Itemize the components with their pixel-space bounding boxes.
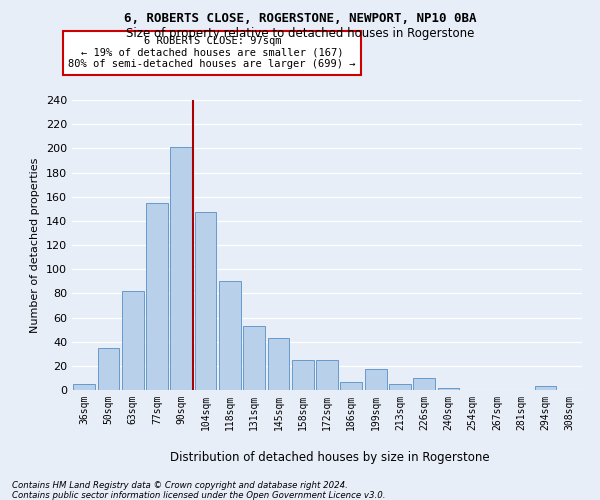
Bar (340, 382, 362, 390)
Text: 6, ROBERTS CLOSE, ROGERSTONE, NEWPORT, NP10 0BA: 6, ROBERTS CLOSE, ROGERSTONE, NEWPORT, N… (124, 12, 476, 26)
Text: 6 ROBERTS CLOSE: 97sqm
← 19% of detached houses are smaller (167)
80% of semi-de: 6 ROBERTS CLOSE: 97sqm ← 19% of detached… (68, 36, 356, 70)
Bar (268, 338, 289, 390)
Bar (146, 202, 168, 390)
Bar (194, 212, 217, 390)
Bar (170, 147, 192, 390)
Bar (122, 291, 143, 390)
Bar (243, 326, 265, 390)
Text: Contains public sector information licensed under the Open Government Licence v3: Contains public sector information licen… (12, 490, 386, 500)
Bar (73, 384, 95, 390)
Bar (365, 370, 386, 390)
Text: Size of property relative to detached houses in Rogerstone: Size of property relative to detached ho… (126, 28, 474, 40)
Bar (413, 378, 435, 390)
Bar (292, 360, 314, 390)
Bar (97, 348, 119, 390)
Bar (389, 384, 411, 390)
Bar (316, 360, 338, 390)
Text: Distribution of detached houses by size in Rogerstone: Distribution of detached houses by size … (170, 451, 490, 464)
Bar (535, 386, 556, 390)
Bar (219, 281, 241, 390)
Text: Contains HM Land Registry data © Crown copyright and database right 2024.: Contains HM Land Registry data © Crown c… (12, 482, 348, 490)
Bar (437, 388, 460, 390)
Y-axis label: Number of detached properties: Number of detached properties (31, 158, 40, 332)
